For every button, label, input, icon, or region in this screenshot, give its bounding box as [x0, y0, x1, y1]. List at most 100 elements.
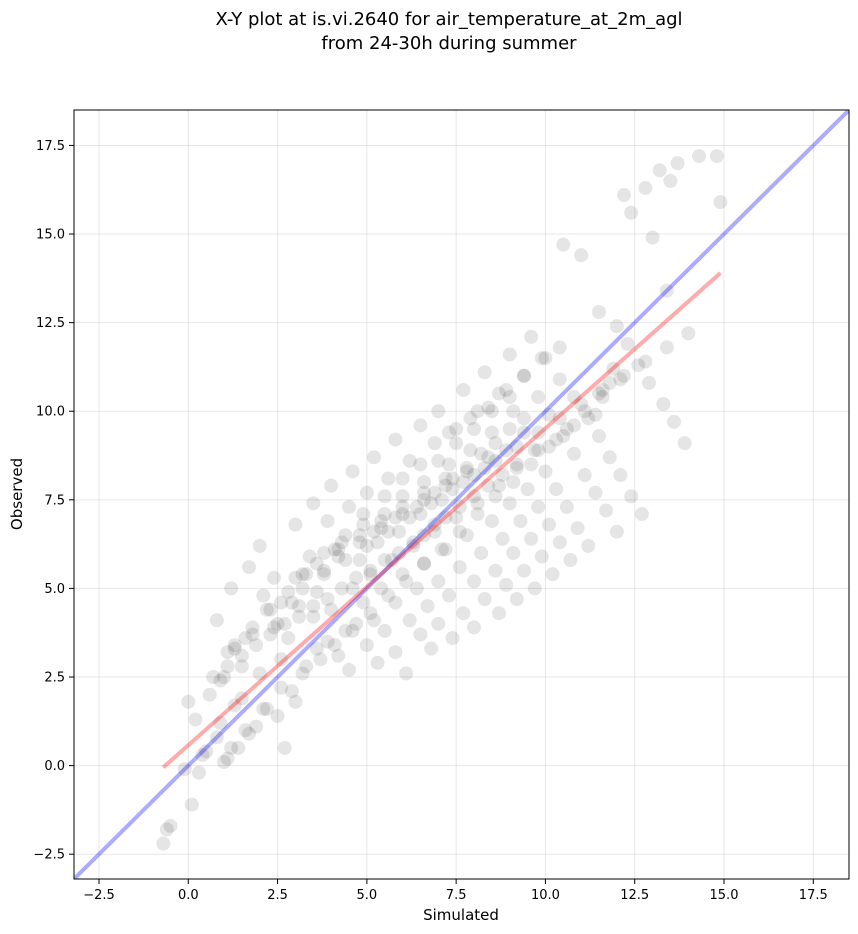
data-point	[467, 489, 481, 504]
data-point	[481, 478, 496, 493]
data-point	[488, 436, 503, 451]
data-point	[327, 638, 342, 653]
data-point	[577, 404, 592, 419]
data-point	[327, 542, 342, 557]
data-point	[556, 237, 571, 252]
data-point	[474, 446, 489, 461]
data-point	[634, 506, 649, 521]
data-point	[252, 666, 267, 681]
data-point	[427, 524, 442, 539]
data-point	[592, 304, 606, 319]
data-point	[267, 620, 281, 635]
data-point	[456, 606, 471, 621]
data-point	[245, 627, 260, 642]
data-point	[517, 411, 531, 426]
data-point	[559, 421, 574, 436]
data-point	[388, 645, 403, 660]
data-point	[417, 528, 431, 543]
data-point	[484, 425, 499, 440]
data-point	[417, 556, 431, 571]
y-tick-label: 10.0	[36, 405, 65, 420]
data-point	[427, 436, 442, 451]
data-point	[217, 755, 231, 770]
data-point	[492, 386, 506, 401]
data-point	[624, 489, 639, 504]
data-point	[288, 570, 303, 585]
data-point	[399, 574, 414, 589]
data-point	[292, 599, 306, 614]
data-point	[406, 535, 421, 550]
data-point	[481, 450, 496, 465]
data-point	[334, 535, 349, 550]
y-tick-label: 5.0	[44, 582, 65, 597]
data-point	[388, 595, 403, 610]
data-point	[256, 588, 271, 603]
data-point	[352, 535, 367, 550]
data-point	[263, 627, 278, 642]
data-point	[249, 719, 264, 734]
data-point	[177, 762, 192, 777]
data-point	[277, 740, 292, 755]
data-point	[581, 538, 596, 553]
data-point	[506, 475, 521, 490]
data-point	[631, 358, 646, 373]
data-point	[667, 414, 681, 429]
data-point	[356, 506, 371, 521]
data-point	[445, 631, 460, 646]
data-point	[352, 553, 367, 568]
data-point	[181, 694, 196, 709]
y-tick-label: −2.5	[33, 848, 65, 863]
data-point	[531, 499, 546, 514]
data-point	[417, 475, 431, 490]
data-point	[295, 567, 310, 582]
data-point	[542, 439, 556, 454]
data-point	[502, 347, 517, 362]
data-point	[663, 173, 678, 188]
data-point	[281, 584, 296, 599]
x-tick-label: 15.0	[710, 888, 739, 903]
data-point	[470, 506, 485, 521]
y-tick-label: 7.5	[44, 493, 65, 508]
data-point	[452, 560, 467, 575]
data-point	[477, 365, 492, 380]
data-point	[445, 471, 460, 486]
data-point	[681, 326, 696, 341]
data-point	[484, 514, 499, 529]
data-point	[395, 471, 410, 486]
data-point	[467, 574, 481, 589]
data-point	[195, 747, 210, 762]
data-point	[459, 528, 474, 543]
data-point	[613, 468, 628, 483]
data-point	[670, 156, 685, 171]
data-point	[442, 457, 456, 472]
data-point	[274, 652, 289, 667]
data-point	[534, 351, 549, 366]
data-point	[199, 744, 214, 759]
data-point	[317, 563, 331, 578]
data-point	[317, 567, 331, 582]
data-point	[517, 368, 531, 383]
data-point	[456, 382, 471, 397]
data-point	[363, 563, 378, 578]
data-point	[402, 453, 417, 468]
data-point	[620, 336, 635, 351]
x-tick-label: 2.5	[267, 888, 288, 903]
data-point	[306, 496, 321, 511]
data-point	[263, 602, 278, 617]
data-point	[188, 712, 203, 727]
data-point	[356, 517, 371, 532]
data-point	[567, 446, 581, 461]
data-point	[606, 361, 621, 376]
data-point	[592, 386, 606, 401]
grid	[74, 110, 849, 879]
data-point	[227, 698, 242, 713]
data-point	[524, 457, 539, 472]
data-point	[567, 390, 581, 405]
data-point	[206, 670, 221, 685]
data-point	[506, 545, 521, 560]
data-point	[249, 638, 264, 653]
data-point	[367, 613, 381, 628]
data-point	[359, 485, 374, 500]
data-point	[452, 524, 467, 539]
data-point	[467, 620, 481, 635]
